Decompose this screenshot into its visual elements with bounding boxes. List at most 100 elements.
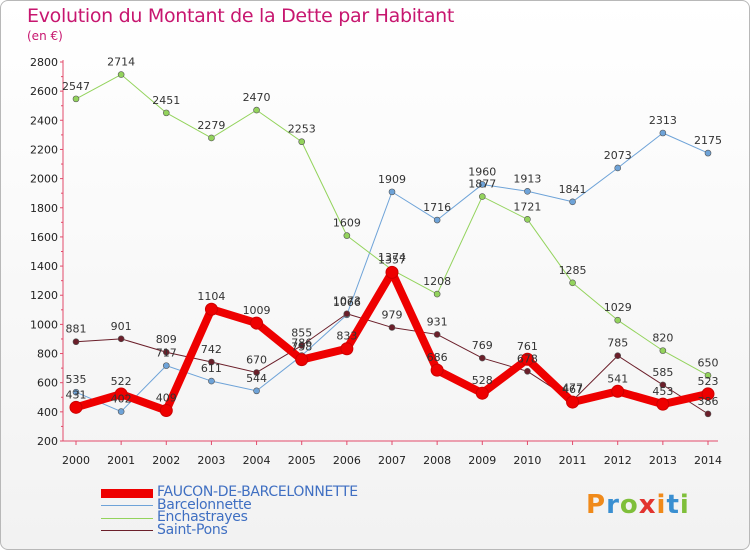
data-point-enchastrayes bbox=[569, 279, 576, 287]
logo-letter: i bbox=[656, 490, 667, 520]
data-point-barcelonnette bbox=[253, 387, 260, 395]
x-tick-label: 2005 bbox=[288, 454, 316, 467]
data-point-saint-pons bbox=[208, 358, 215, 366]
data-label-barcelonnette: 1909 bbox=[378, 173, 406, 186]
data-label-saint-pons: 769 bbox=[472, 339, 493, 352]
data-label-enchastrayes: 1285 bbox=[559, 264, 587, 277]
data-point-enchastrayes bbox=[659, 347, 667, 354]
x-tick-label: 2014 bbox=[694, 454, 722, 467]
data-label-barcelonnette: 1716 bbox=[423, 201, 451, 214]
data-point-saint-pons bbox=[433, 331, 441, 338]
legend-label: FAUCON-DE-BARCELONNETTE bbox=[157, 484, 358, 500]
x-tick-label: 2009 bbox=[468, 454, 496, 467]
y-tick-label: 1800 bbox=[30, 202, 58, 215]
x-tick-label: 2004 bbox=[243, 454, 271, 467]
data-label-barcelonnette: 1913 bbox=[513, 172, 541, 185]
data-point-enchastrayes bbox=[117, 71, 125, 78]
data-point-saint-pons bbox=[704, 410, 712, 418]
logo-letter: i bbox=[679, 490, 690, 520]
x-tick-label: 2012 bbox=[604, 454, 632, 467]
data-label-barcelonnette: 544 bbox=[246, 372, 267, 385]
data-label-barcelonnette: 717 bbox=[156, 347, 177, 360]
data-point-faucon-de-barcelonnette bbox=[114, 387, 128, 401]
data-label-barcelonnette: 535 bbox=[66, 373, 87, 386]
data-point-faucon-de-barcelonnette bbox=[430, 363, 444, 377]
data-label-faucon-de-barcelonnette: 409 bbox=[156, 392, 177, 405]
data-point-faucon-de-barcelonnette bbox=[385, 265, 399, 279]
data-point-saint-pons bbox=[388, 324, 396, 331]
data-point-barcelonnette bbox=[659, 129, 667, 137]
data-point-barcelonnette bbox=[117, 408, 125, 415]
x-tick-label: 2008 bbox=[423, 454, 451, 467]
y-tick-label: 2400 bbox=[30, 114, 58, 127]
data-point-faucon-de-barcelonnette bbox=[701, 387, 715, 401]
data-point-enchastrayes bbox=[614, 316, 622, 324]
data-point-faucon-de-barcelonnette bbox=[611, 384, 625, 398]
data-label-saint-pons: 931 bbox=[427, 315, 448, 328]
data-label-barcelonnette: 2073 bbox=[604, 149, 632, 162]
data-point-faucon-de-barcelonnette bbox=[340, 342, 354, 356]
data-point-faucon-de-barcelonnette bbox=[204, 302, 218, 316]
data-point-saint-pons bbox=[117, 335, 125, 343]
legend-label: Barcelonnette bbox=[157, 496, 252, 513]
data-label-barcelonnette: 1841 bbox=[559, 183, 587, 196]
y-tick-label: 600 bbox=[37, 377, 58, 390]
x-tick-label: 2010 bbox=[513, 454, 541, 467]
data-label-faucon-de-barcelonnette: 1357 bbox=[378, 253, 406, 266]
data-point-enchastrayes bbox=[162, 109, 170, 117]
data-point-faucon-de-barcelonnette bbox=[520, 352, 534, 366]
data-point-barcelonnette bbox=[478, 181, 486, 188]
data-label-faucon-de-barcelonnette: 528 bbox=[472, 374, 493, 387]
y-tick-label: 1200 bbox=[30, 289, 58, 302]
data-label-faucon-de-barcelonnette: 541 bbox=[607, 372, 628, 385]
data-point-saint-pons bbox=[162, 348, 170, 356]
data-point-barcelonnette bbox=[433, 216, 441, 224]
data-label-faucon-de-barcelonnette: 453 bbox=[652, 385, 673, 398]
data-label-saint-pons: 585 bbox=[652, 366, 673, 379]
data-point-barcelonnette bbox=[72, 388, 80, 396]
chart-subtitle: (en €) bbox=[27, 29, 63, 43]
data-label-enchastrayes: 2470 bbox=[243, 91, 271, 104]
x-tick-label: 2007 bbox=[378, 454, 406, 467]
legend-swatch bbox=[101, 530, 153, 531]
chart-title: Evolution du Montant de la Dette par Hab… bbox=[27, 5, 455, 27]
data-point-barcelonnette bbox=[524, 187, 531, 195]
data-point-enchastrayes bbox=[524, 215, 531, 223]
data-label-saint-pons: 678 bbox=[517, 352, 538, 365]
data-label-saint-pons: 386 bbox=[698, 395, 719, 408]
x-tick-label: 2000 bbox=[62, 454, 90, 467]
data-label-faucon-de-barcelonnette: 522 bbox=[111, 375, 132, 388]
data-point-barcelonnette bbox=[704, 149, 712, 157]
data-point-enchastrayes bbox=[298, 138, 306, 146]
data-label-faucon-de-barcelonnette: 467 bbox=[562, 383, 583, 396]
data-label-enchastrayes: 1609 bbox=[333, 217, 361, 230]
data-label-faucon-de-barcelonnette: 523 bbox=[698, 375, 719, 388]
logo-letter: o bbox=[619, 490, 639, 520]
data-label-faucon-de-barcelonnette: 758 bbox=[291, 341, 312, 354]
y-tick-label: 200 bbox=[37, 435, 58, 448]
logo-letter: t bbox=[666, 490, 680, 520]
data-point-enchastrayes bbox=[253, 106, 260, 114]
data-label-saint-pons: 1073 bbox=[333, 295, 361, 308]
data-label-enchastrayes: 1721 bbox=[513, 200, 541, 213]
data-point-enchastrayes bbox=[72, 95, 80, 103]
x-tick-label: 2002 bbox=[152, 454, 180, 467]
data-point-barcelonnette bbox=[569, 198, 576, 206]
x-tick-label: 2003 bbox=[197, 454, 225, 467]
data-label-faucon-de-barcelonnette: 833 bbox=[336, 330, 357, 343]
data-label-barcelonnette: 2313 bbox=[649, 114, 677, 127]
data-label-enchastrayes: 2451 bbox=[152, 94, 180, 107]
y-tick-label: 2200 bbox=[30, 143, 58, 156]
data-label-saint-pons: 901 bbox=[111, 320, 132, 333]
data-point-faucon-de-barcelonnette bbox=[250, 316, 264, 330]
data-label-enchastrayes: 2279 bbox=[197, 119, 225, 132]
legend-swatch bbox=[101, 505, 153, 506]
y-tick-label: 2000 bbox=[30, 173, 58, 186]
data-point-faucon-de-barcelonnette bbox=[475, 386, 489, 400]
data-label-barcelonnette: 1066 bbox=[333, 296, 361, 309]
logo-letter: P bbox=[586, 490, 607, 520]
data-point-faucon-de-barcelonnette bbox=[656, 397, 670, 411]
data-point-saint-pons bbox=[72, 338, 80, 346]
